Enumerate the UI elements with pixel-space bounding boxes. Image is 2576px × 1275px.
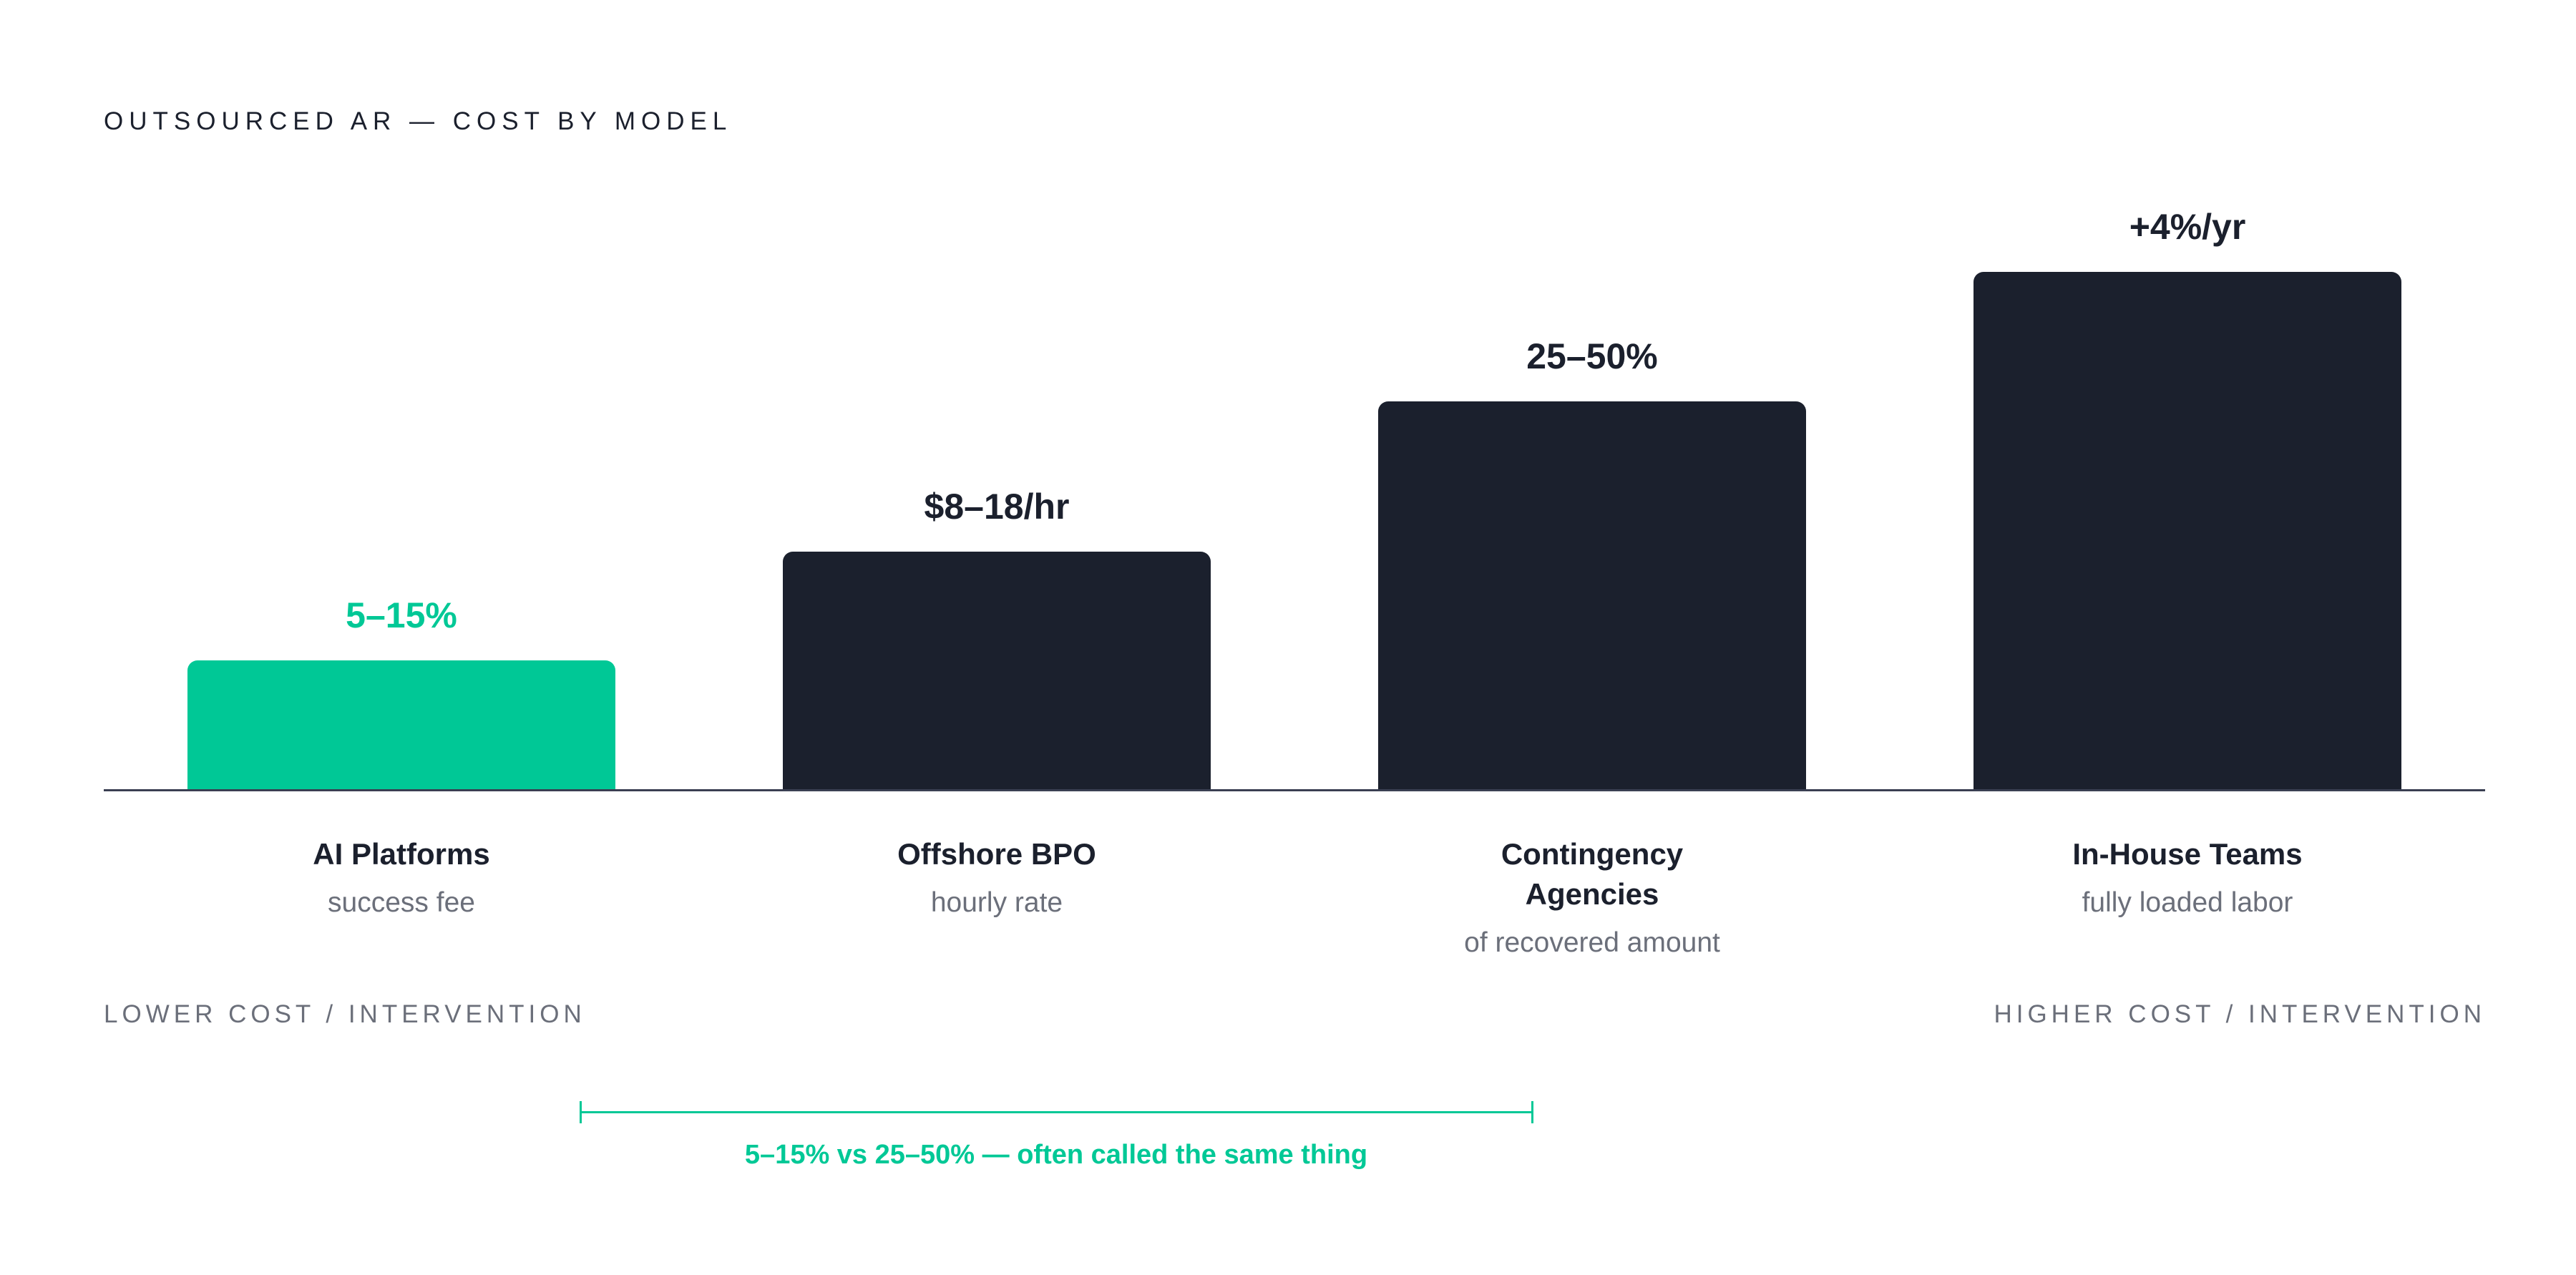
bar-contingency-agencies: [1378, 401, 1806, 790]
category-label-offshore-bpo: Offshore BPO: [897, 837, 1096, 871]
bar-ai-platforms: [187, 660, 615, 790]
comparison-bracket-left-tick: [580, 1101, 582, 1123]
bar-offshore-bpo: [783, 552, 1211, 790]
category-sublabel-offshore-bpo: hourly rate: [930, 887, 1063, 918]
comparison-bracket-line: [580, 1111, 1533, 1113]
chart-title: OUTSOURCED AR — COST BY MODEL: [104, 107, 733, 135]
value-label-ai-platforms: 5–15%: [346, 595, 457, 635]
category-label-contingency-agencies: Contingency Agencies: [1501, 837, 1684, 911]
value-label-in-house-teams: +4%/yr: [2129, 207, 2246, 247]
comparison-bracket-right-tick: [1531, 1101, 1533, 1123]
category-label-ai-platforms: AI Platforms: [313, 837, 490, 871]
axis-left-label: LOWER COST / INTERVENTION: [104, 1000, 586, 1028]
axis-right-label: HIGHER COST / INTERVENTION: [1994, 1000, 2486, 1028]
category-sublabel-contingency-agencies: of recovered amount: [1464, 927, 1720, 958]
comparison-bracket-label: 5–15% vs 25–50% — often called the same …: [744, 1140, 1368, 1170]
category-label-in-house-teams: In-House Teams: [2072, 837, 2303, 871]
bar-in-house-teams: [1974, 272, 2401, 790]
category-sublabel-in-house-teams: fully loaded labor: [2082, 887, 2293, 918]
value-label-offshore-bpo: $8–18/hr: [924, 487, 1070, 527]
value-label-contingency-agencies: 25–50%: [1526, 336, 1658, 376]
chart-baseline: [104, 789, 2485, 791]
category-sublabel-ai-platforms: success fee: [328, 887, 475, 918]
